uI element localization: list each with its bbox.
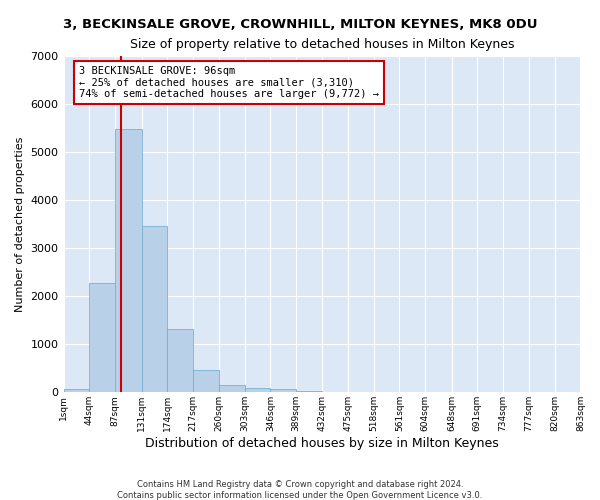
Bar bbox=[115, 130, 142, 392]
Text: 3, BECKINSALE GROVE, CROWNHILL, MILTON KEYNES, MK8 0DU: 3, BECKINSALE GROVE, CROWNHILL, MILTON K… bbox=[63, 18, 537, 30]
Title: Size of property relative to detached houses in Milton Keynes: Size of property relative to detached ho… bbox=[130, 38, 514, 51]
Bar bbox=[271, 390, 296, 392]
X-axis label: Distribution of detached houses by size in Milton Keynes: Distribution of detached houses by size … bbox=[145, 437, 499, 450]
Bar bbox=[167, 330, 193, 392]
Bar bbox=[142, 226, 167, 392]
Bar bbox=[296, 391, 322, 392]
Bar bbox=[193, 370, 219, 392]
Bar bbox=[64, 388, 89, 392]
Y-axis label: Number of detached properties: Number of detached properties bbox=[15, 136, 25, 312]
Bar bbox=[219, 384, 245, 392]
Text: Contains HM Land Registry data © Crown copyright and database right 2024.
Contai: Contains HM Land Registry data © Crown c… bbox=[118, 480, 482, 500]
Bar bbox=[245, 388, 271, 392]
Bar bbox=[89, 282, 115, 393]
Text: 3 BECKINSALE GROVE: 96sqm
← 25% of detached houses are smaller (3,310)
74% of se: 3 BECKINSALE GROVE: 96sqm ← 25% of detac… bbox=[79, 66, 379, 99]
